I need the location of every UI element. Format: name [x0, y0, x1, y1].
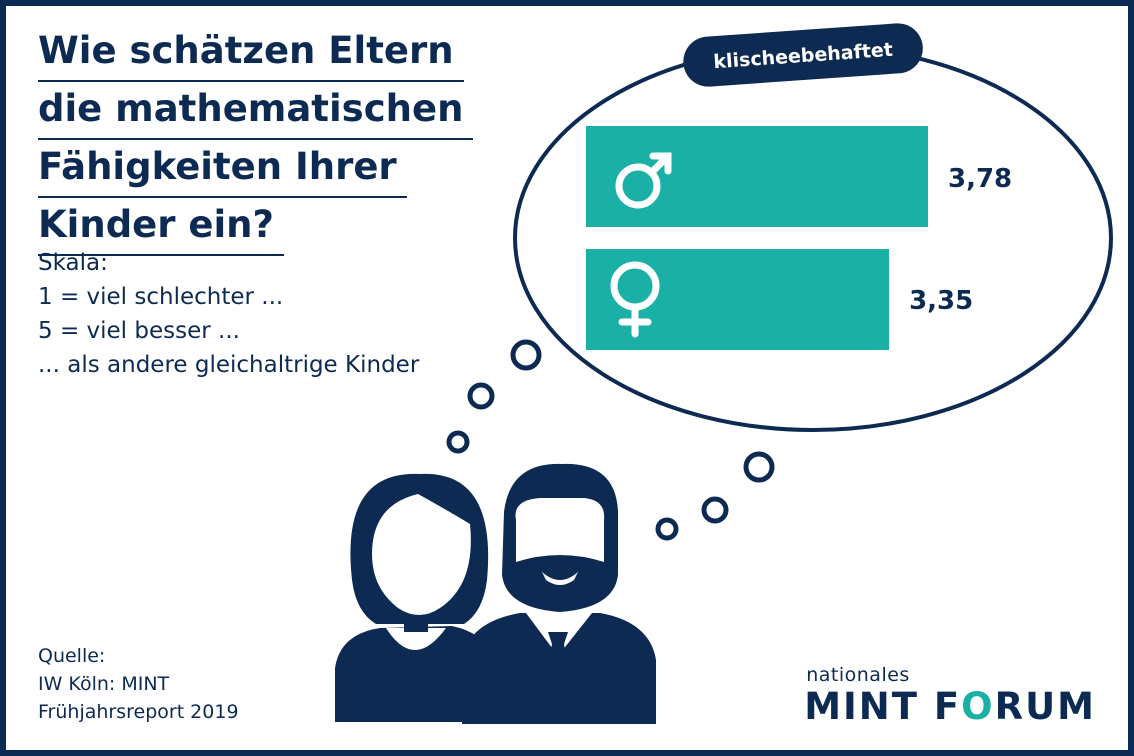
scale-legend: Skala: 1 = viel schlechter ... 5 = viel … [38, 246, 419, 382]
source-heading: Quelle: [38, 645, 106, 667]
logo-small-text: nationales [806, 664, 910, 686]
thought-trail-circle [510, 339, 542, 371]
title-line: Fähigkeiten Ihrer [38, 138, 407, 198]
scale-line-max: 5 = viel besser ... [38, 318, 240, 344]
logo-big-text: MINT FORUM [804, 686, 1096, 728]
woman-figure-icon [335, 473, 498, 722]
female-symbol-icon [610, 261, 660, 338]
bar-male [586, 126, 928, 227]
scale-line-reference: ... als andere gleichaltrige Kinder [38, 352, 420, 378]
scale-line-min: 1 = viel schlechter ... [38, 284, 284, 310]
thought-bubble [513, 44, 1113, 432]
source-line: Frühjahrsreport 2019 [38, 701, 239, 723]
bubble-tag: klischeebehaftet [683, 23, 923, 87]
source-line: IW Köln: MINT [38, 673, 170, 695]
source-note: Quelle: IW Köln: MINT Frühjahrsreport 20… [38, 642, 239, 726]
logo-big-o: O [961, 685, 995, 728]
man-figure-icon [462, 463, 656, 724]
logo-big-suffix: RUM [994, 685, 1096, 728]
thought-trail-circle [743, 451, 775, 483]
mint-forum-logo: nationales MINT FORUM [804, 664, 1096, 728]
thought-trail-circle [467, 382, 495, 410]
bar-value-label-male: 3,78 [948, 164, 1012, 194]
logo-big-prefix: MINT F [804, 685, 962, 728]
thought-trail-circle [701, 496, 729, 524]
title-line: die mathematischen [38, 80, 474, 140]
title-line: Wie schätzen Eltern [38, 22, 464, 82]
thought-trail-circle [446, 430, 470, 454]
bar-value-label-female: 3,35 [909, 286, 973, 316]
title-line: Kinder ein? [38, 196, 284, 256]
page-title: Wie schätzen Eltern die mathematischen F… [38, 22, 474, 256]
scale-heading: Skala: [38, 250, 108, 276]
thought-trail-circle [655, 517, 679, 541]
male-symbol-icon [615, 152, 672, 209]
